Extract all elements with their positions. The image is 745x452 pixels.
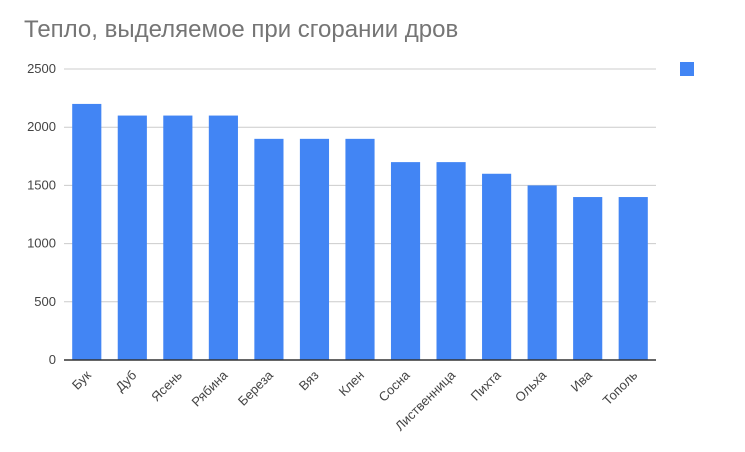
bar	[299, 138, 330, 360]
x-tick-label: Ольха	[512, 367, 550, 405]
bar	[618, 197, 648, 360]
x-tick-label: Вяз	[296, 367, 322, 393]
y-tick-label: 2500	[27, 61, 56, 76]
x-tick-label: Ива	[568, 367, 596, 395]
y-axis-ticks: 0 500 1000 1500 2000 2500	[27, 61, 56, 367]
bar	[208, 115, 238, 360]
chart-title: Тепло, выделяемое при сгорании дров	[24, 16, 459, 43]
bar	[254, 138, 284, 360]
y-tick-label: 1000	[27, 236, 56, 251]
y-tick-label: 1500	[27, 177, 56, 192]
bar	[72, 103, 102, 361]
x-tick-label: Пихта	[468, 367, 505, 404]
y-tick-label: 0	[49, 352, 56, 367]
bar	[436, 162, 466, 360]
x-tick-label: Ясень	[148, 367, 185, 404]
bar	[573, 197, 603, 360]
bars	[72, 103, 648, 361]
y-tick-label: 2000	[27, 119, 56, 134]
bar	[345, 138, 375, 360]
x-tick-label: Клен	[336, 368, 368, 400]
x-tick-label: Дуб	[112, 368, 139, 395]
x-tick-label: Береза	[235, 367, 277, 409]
x-axis-labels: Бук Дуб Ясень Рябина Береза Вяз Клен СоснаЛиств…	[69, 367, 641, 434]
legend-swatch	[680, 62, 694, 76]
bar	[482, 173, 512, 360]
x-tick-label: Рябина	[188, 367, 231, 410]
bar	[163, 115, 193, 360]
bar	[527, 185, 557, 360]
x-tick-label: Тополь	[600, 367, 641, 408]
bar	[390, 162, 421, 360]
y-tick-label: 500	[34, 294, 56, 309]
bar	[117, 115, 147, 360]
x-tick-label: Бук	[69, 367, 94, 392]
x-tick-label: Сосна	[376, 367, 414, 405]
